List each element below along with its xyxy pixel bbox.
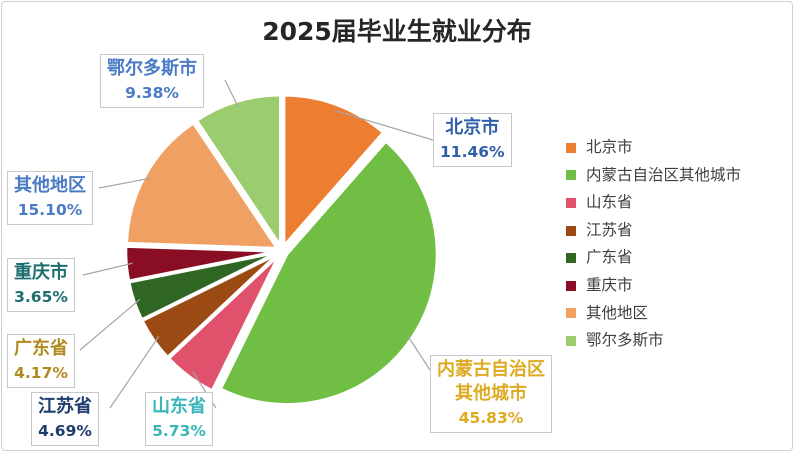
- legend-item: 重庆市: [566, 272, 741, 300]
- legend-label: 北京市: [586, 138, 633, 156]
- legend-item: 广东省: [566, 244, 741, 272]
- legend-swatch: [566, 335, 576, 346]
- pie-slice-8: [195, 94, 282, 250]
- data-label-3: 山东省 5.73%: [145, 392, 213, 446]
- data-label-name: 内蒙古自治区: [437, 359, 545, 380]
- data-label-1: 北京市 11.46%: [433, 113, 512, 167]
- data-label-name: 广东省: [14, 338, 68, 359]
- data-label-value: 9.38%: [125, 84, 179, 102]
- data-label-8: 鄂尔多斯市 9.38%: [100, 54, 204, 108]
- legend-item: 北京市: [566, 134, 741, 162]
- leader-line-8: [224, 79, 239, 108]
- data-label-value: 15.10%: [17, 201, 83, 219]
- data-label-value: 3.65%: [14, 288, 68, 306]
- data-label-4: 江苏省 4.69%: [31, 392, 99, 446]
- data-label-name: 其他城市: [455, 383, 527, 404]
- legend-swatch: [566, 197, 576, 208]
- data-label-value: 45.83%: [458, 409, 524, 427]
- legend-item: 江苏省: [566, 217, 741, 245]
- pie-slice-6: [124, 245, 277, 283]
- data-label-6: 重庆市 3.65%: [7, 258, 75, 312]
- legend-label: 内蒙古自治区其他城市: [586, 165, 742, 184]
- leader-line-5: [79, 298, 141, 351]
- leader-line-7: [98, 177, 151, 189]
- legend-label: 鄂尔多斯市: [586, 331, 664, 350]
- legend-item: 内蒙古自治区其他城市: [566, 162, 741, 190]
- legend-label: 山东省: [586, 193, 633, 212]
- data-label-name: 鄂尔多斯市: [107, 58, 197, 79]
- leader-line-1: [334, 110, 434, 141]
- data-label-name: 北京市: [445, 117, 500, 138]
- data-label-name: 其他地区: [14, 175, 86, 196]
- legend-item: 其他地区: [566, 300, 741, 328]
- data-label-5: 广东省 4.17%: [7, 334, 75, 388]
- data-label-value: 4.69%: [38, 422, 92, 440]
- leader-line-2: [406, 333, 431, 371]
- legend-swatch: [566, 280, 576, 291]
- leader-line-6: [82, 262, 133, 276]
- pie-slice-3: [167, 254, 280, 393]
- legend-label: 广东省: [586, 248, 633, 267]
- data-label-value: 5.73%: [152, 422, 206, 440]
- data-label-7: 其他地区 15.10%: [7, 171, 93, 225]
- legend-swatch: [566, 253, 576, 264]
- pie-slice-2: [219, 139, 439, 406]
- pie-slice-1: [282, 94, 385, 249]
- data-label-value: 4.17%: [14, 364, 68, 382]
- chart-title: 2025届毕业生就业分布: [262, 17, 532, 46]
- pie-slice-7: [125, 121, 280, 250]
- data-label-name: 江苏省: [38, 396, 92, 417]
- legend: 北京市内蒙古自治区其他城市 山东省江苏省广东省重庆市其他地区鄂尔多斯市: [566, 134, 741, 355]
- data-label-name: 山东省: [152, 396, 206, 417]
- data-label-2: 内蒙古自治区 其他城市 45.83%: [430, 355, 552, 433]
- pie-slice-5: [127, 251, 277, 321]
- leader-line-4: [109, 336, 160, 409]
- data-label-name: 重庆市: [14, 262, 68, 283]
- pie-slice-4: [140, 253, 278, 359]
- legend-swatch: [566, 308, 576, 319]
- legend-label: 重庆市: [586, 275, 633, 294]
- legend-label: 江苏省: [586, 220, 633, 239]
- legend-swatch: [566, 170, 576, 181]
- legend-swatch: [566, 142, 576, 153]
- legend-item: 鄂尔多斯市: [566, 327, 741, 355]
- data-label-value: 11.46%: [440, 143, 505, 161]
- legend-label: 其他地区: [586, 303, 649, 322]
- legend-item: 山东省: [566, 189, 741, 217]
- legend-swatch: [566, 225, 576, 236]
